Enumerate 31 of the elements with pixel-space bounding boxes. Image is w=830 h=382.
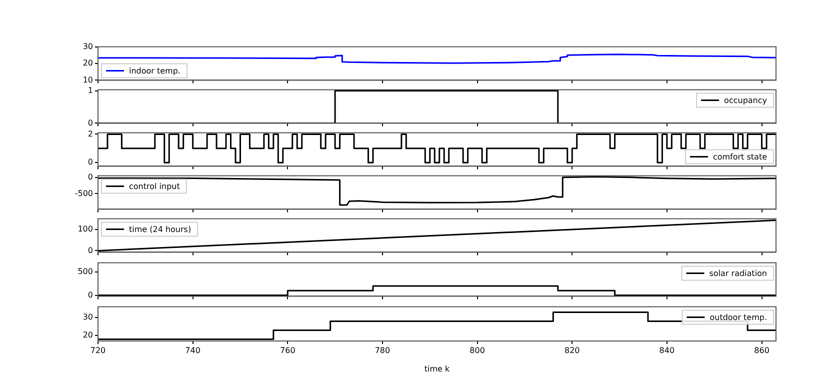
legend-label: time (24 hours) [129,224,192,234]
y-tick-label: 0 [88,246,93,255]
x-tick-label: 840 [659,346,675,355]
y-tick-label: 20 [82,58,93,68]
y-tick-label: 10 [82,75,93,84]
y-tick-label: 100 [78,224,93,234]
y-tick-label: 30 [82,312,93,322]
x-tick-label: 740 [185,346,200,355]
y-tick-label: -500 [74,188,93,198]
y-tick-label: 30 [82,42,93,51]
x-tick-label: 860 [754,346,770,355]
legend-label: indoor temp. [129,66,180,76]
legend-label: control input [129,182,180,191]
y-tick-label: 20 [82,330,93,340]
y-tick-label: 0 [88,118,93,128]
y-tick-label: 0 [88,290,93,300]
y-tick-label: 0 [88,158,93,167]
x-tick-label: 720 [90,346,106,355]
x-axis-title: time k [424,364,450,374]
legend-label: occupancy [724,96,768,105]
x-tick-label: 760 [280,346,296,355]
legend-label: solar radiation [709,268,768,278]
legend-label: comfort state [712,152,768,162]
y-tick-label: 500 [78,267,93,276]
x-tick-label: 800 [470,346,485,355]
legend-label: outdoor temp. [710,312,768,322]
y-tick-label: 0 [88,172,93,182]
x-tick-label: 820 [564,346,580,355]
y-tick-label: 1 [88,86,93,95]
y-tick-label: 2 [88,129,93,138]
x-tick-label: 780 [374,346,390,355]
